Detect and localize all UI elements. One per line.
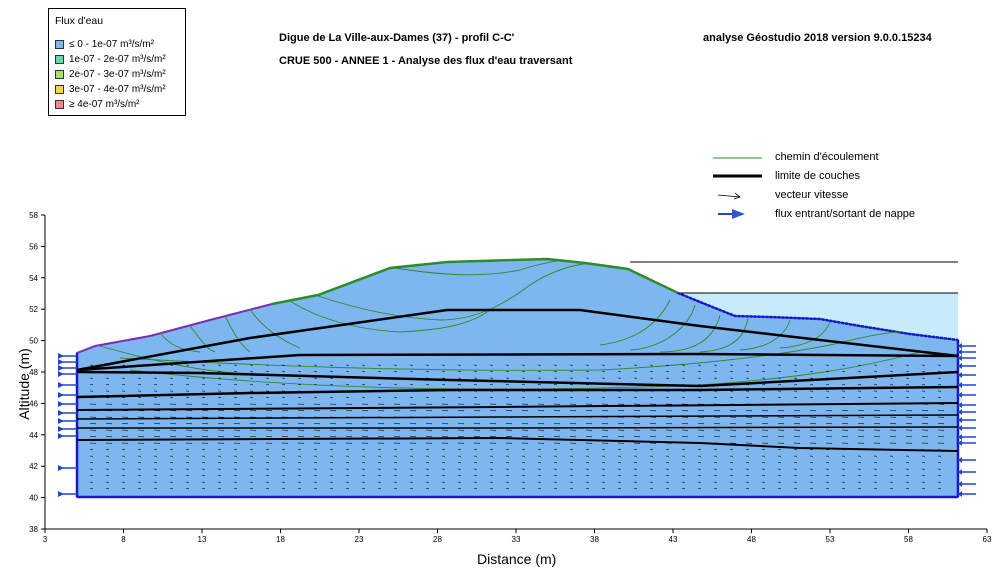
flow-path-line [739,319,791,351]
y-tick-label: 58 [29,211,38,220]
layer-limit-line [76,370,959,388]
downstream-boundary [677,291,959,342]
layer-limit-line [76,308,959,372]
flow-path-line [189,325,216,353]
flow-path-line [289,300,491,333]
flow-path-line [129,351,921,390]
x-tick-label: 58 [904,535,913,544]
flow-path-line [224,315,251,353]
x-tick-label: 18 [276,535,285,544]
flow-path-line [699,317,749,353]
crest-boundary [271,257,679,306]
x-tick-label: 23 [355,535,364,544]
flux-legend-title: Flux d'eau [55,15,104,27]
layer-limit-line [76,385,959,399]
legend-layer-limit: limite de couches [775,170,860,182]
y-tick-label: 48 [29,368,38,377]
x-tick-label: 48 [747,535,756,544]
legend-velocity: vecteur vitesse [775,189,849,201]
x-tick-label: 13 [198,535,207,544]
x-tick-label: 8 [121,535,126,544]
swatch-1 [55,54,64,64]
x-tick-label: 43 [669,535,678,544]
flow-path-line [249,308,301,349]
x-tick-label: 38 [590,535,599,544]
y-tick-label: 40 [29,494,38,503]
flow-path-line [317,262,591,321]
flux-legend-item: 2e-07 - 3e-07 m³/s/m² [55,69,166,80]
flow-path-line [394,259,561,276]
section-title: Digue de La Ville-aux-Dames (37) - profi… [279,32,515,44]
x-tick-label: 53 [826,535,835,544]
swatch-4 [55,99,64,109]
layer-limit-line [77,426,959,429]
y-tick-label: 42 [29,462,38,471]
x-tick-label: 28 [433,535,442,544]
y-tick-label: 46 [29,399,38,408]
layer-limit-line [76,352,959,372]
water-body [678,293,958,340]
flux-legend-item: ≤ 0 - 1e-07 m³/s/m² [55,39,154,50]
y-axis-label: Altitude (m) [15,348,32,420]
axis-tick-labels: 3 8 13 18 23 28 33 38 43 48 53 58 635856545250484644… [29,211,992,544]
y-tick-label: 38 [29,525,38,534]
legend-flow-path: chemin d'écoulement [775,151,879,163]
upstream-slope-boundary [76,303,273,354]
x-tick-label: 3 [43,535,48,544]
axis-ticks [41,214,988,533]
layer-limit-line [76,414,959,420]
analysis-subtitle: CRUE 500 - ANNEE 1 - Analyse des flux d'… [279,55,573,67]
x-axis-label: Distance (m) [477,551,557,567]
y-tick-label: 50 [29,337,38,346]
flux-legend-item: 3e-07 - 4e-07 m³/s/m² [55,84,166,95]
software-version: analyse Géostudio 2018 version 9.0.0.152… [703,32,932,44]
y-tick-label: 54 [29,274,38,283]
flux-legend: Flux d'eau ≤ 0 - 1e-07 m³/s/m² 1e-07 - 2… [48,8,186,116]
flow-path-line [159,332,201,353]
flux-legend-item: 1e-07 - 2e-07 m³/s/m² [55,54,166,65]
layer-limit-line [76,402,959,411]
boundary-flux-arrows [58,343,976,497]
flow-path-line [629,304,696,351]
y-tick-label: 56 [29,242,38,251]
swatch-3 [55,84,64,94]
velocity-vectors [89,364,945,490]
y-tick-label: 44 [29,431,38,440]
swatch-2 [55,69,64,79]
y-tick-label: 52 [29,305,38,314]
flux-legend-item: ≥ 4e-07 m³/s/m² [55,99,140,110]
flow-path-line [599,299,671,346]
x-tick-label: 33 [512,535,521,544]
flow-path-line [659,314,721,353]
swatch-0 [55,39,64,49]
legend-water-flux: flux entrant/sortant de nappe [775,208,916,220]
x-tick-label: 63 [983,535,992,544]
